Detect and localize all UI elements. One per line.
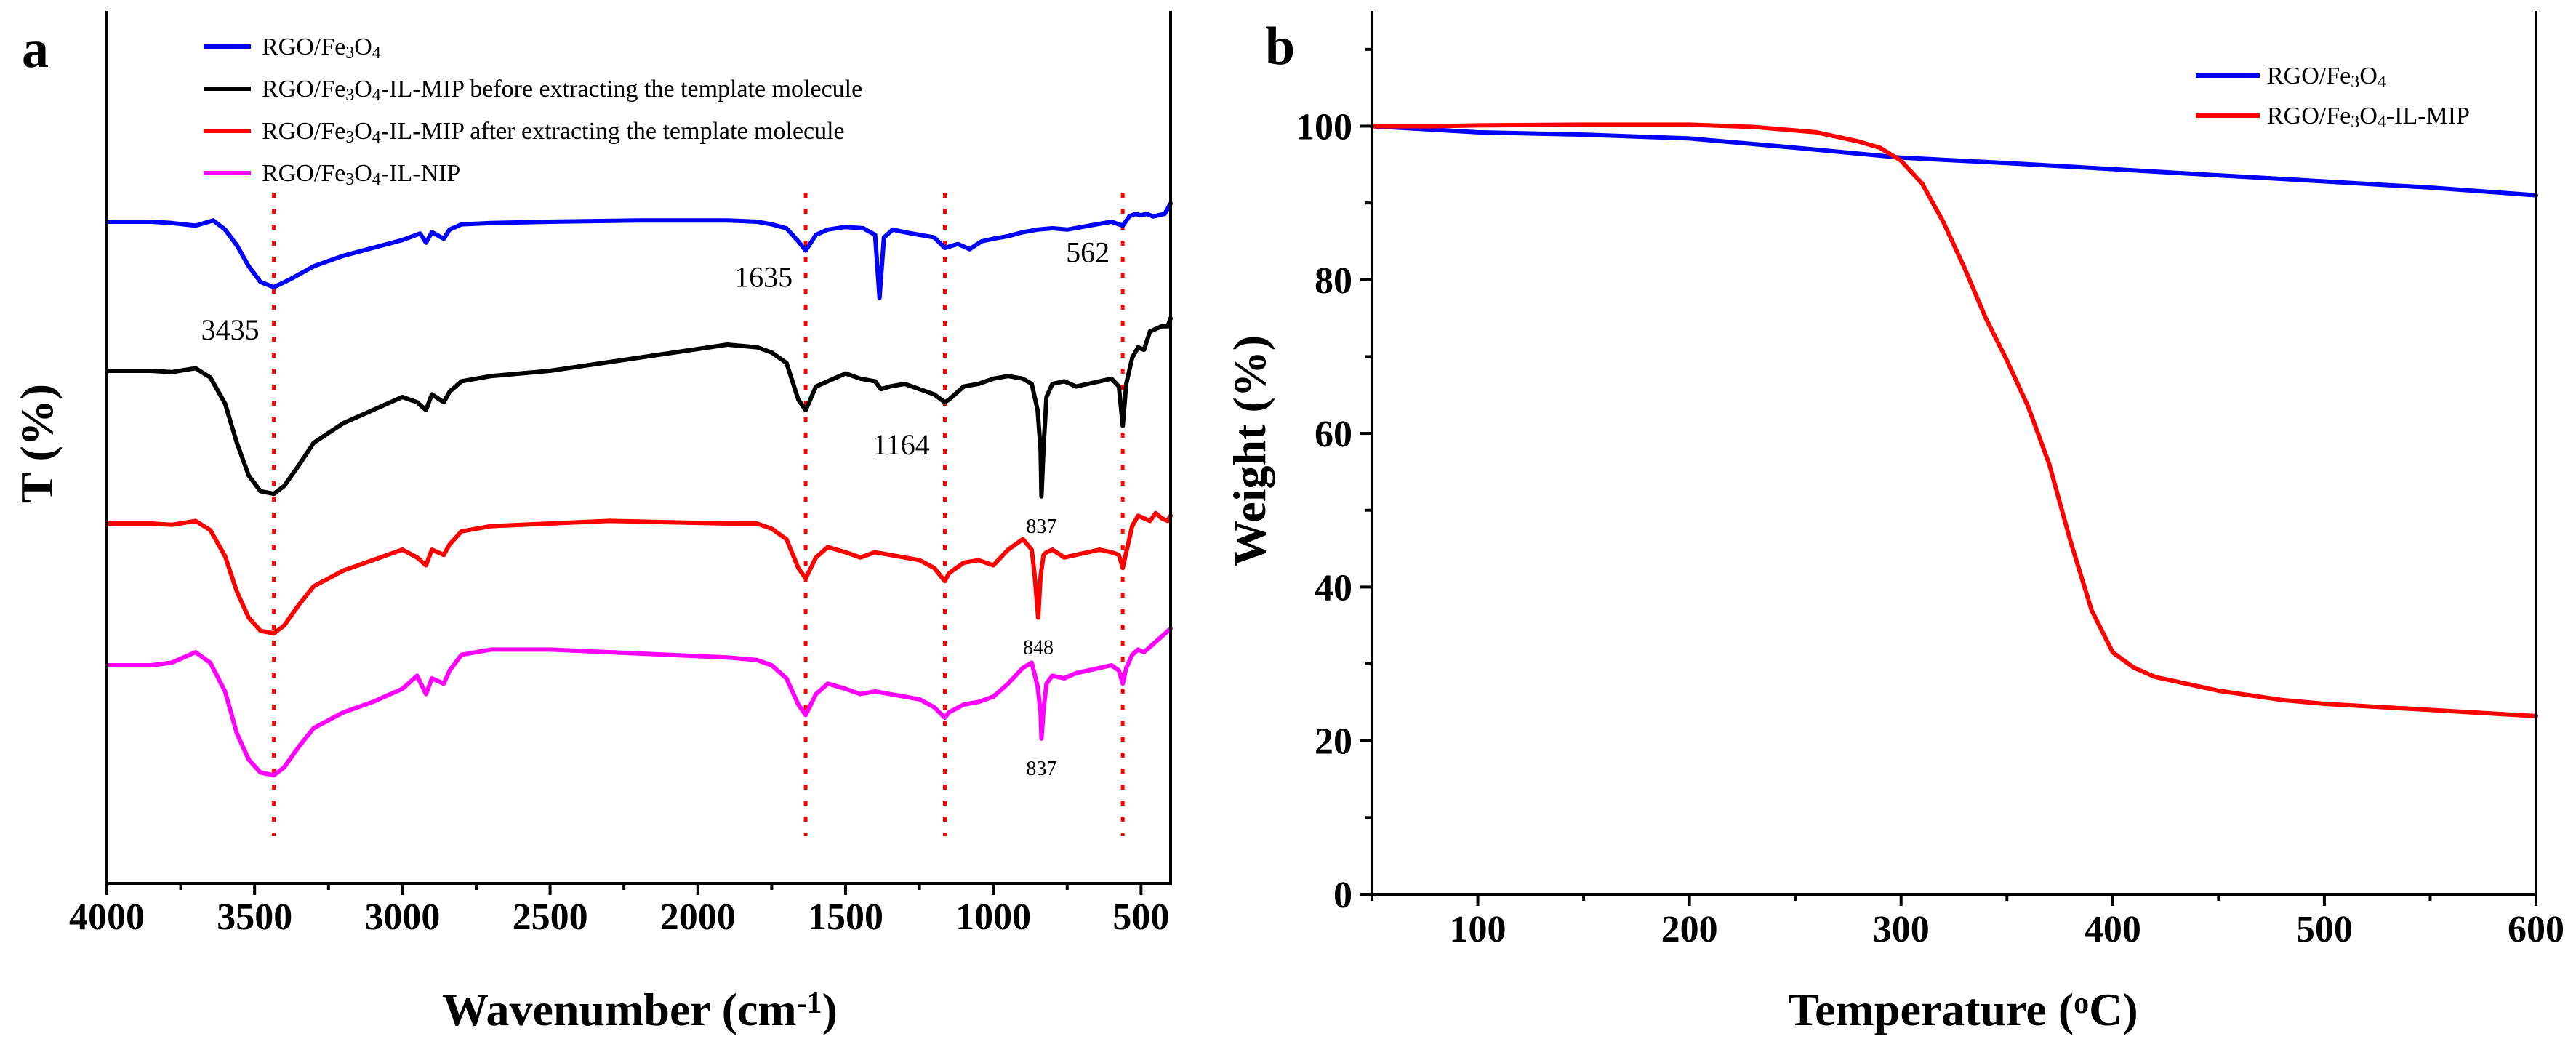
axis-frame (1371, 11, 2537, 896)
series-line-3 (105, 510, 1173, 636)
legend-label-part: 3 (345, 128, 354, 147)
x-tick-label: 3000 (364, 896, 440, 938)
legend-label-part: 4 (372, 170, 381, 189)
y-tick-label: 100 (1296, 106, 1352, 148)
x-tick-label: 1500 (808, 896, 883, 938)
x-axis-title-part: -1 (797, 987, 822, 1020)
legend-label: RGO/Fe3O4-IL-MIP after extracting the te… (262, 118, 845, 147)
legend-label-part: RGO/Fe (262, 118, 345, 145)
legend-label-part: RGO/Fe (2267, 103, 2351, 129)
panel-letter-a: a (22, 20, 49, 79)
x-tick-label: 200 (1661, 909, 1718, 950)
y-tick-label: 40 (1315, 567, 1352, 609)
x-axis-title-part: C) (2089, 984, 2138, 1035)
legend-label-part: O (354, 118, 372, 145)
peak-label: 837 (1026, 758, 1056, 780)
x-axis-title-part: Temperature ( (1788, 984, 2074, 1035)
x-tick-label: 500 (1112, 896, 1169, 938)
legend-label-part: 3 (2351, 113, 2359, 132)
y-axis-title: T (%) (11, 384, 63, 503)
legend-label-part: O (354, 33, 372, 60)
x-tick-label: 400 (2085, 909, 2141, 950)
x-tick-label: 2500 (513, 896, 588, 938)
x-axis-title-part: ) (822, 984, 838, 1035)
legend-label-part: O (354, 76, 372, 103)
legend-label-part: -IL-MIP (2386, 103, 2470, 129)
legend-label: RGO/Fe3O4-IL-MIP (2267, 103, 2470, 132)
legend-label-part: 3 (345, 44, 354, 63)
peak-label: 837 (1026, 516, 1056, 538)
x-tick-label: 600 (2508, 909, 2564, 950)
x-tick-label: 3500 (217, 896, 292, 938)
legend-label: RGO/Fe3O4-IL-NIP (262, 160, 460, 189)
legend-label-part: 4 (372, 44, 381, 63)
legend-label-part: O (354, 160, 372, 187)
x-tick-label: 2000 (660, 896, 736, 938)
x-axis-title-part: o (2074, 987, 2089, 1020)
axis-frame (105, 11, 1172, 885)
x-axis-title-part: Wavenumber (cm (442, 984, 797, 1035)
legend-label-part: O (2359, 63, 2378, 89)
legend-label-part: -IL-NIP (381, 160, 461, 187)
x-tick-label: 100 (1450, 909, 1506, 950)
legend-label-part: RGO/Fe (262, 76, 345, 103)
legend-label: RGO/Fe3O4-IL-MIP before extracting the t… (262, 76, 862, 105)
y-axis-title: Weight (%) (1224, 335, 1275, 566)
legend-label: RGO/Fe3O4 (2267, 63, 2386, 92)
legend-label-part: 3 (345, 170, 354, 189)
panel-letter-b: b (1265, 17, 1295, 76)
x-axis-title: Wavenumber (cm-1) (442, 984, 838, 1035)
peak-label: 1164 (872, 428, 930, 461)
y-tick-label: 80 (1315, 260, 1352, 302)
x-tick-label: 500 (2296, 909, 2353, 950)
y-tick-label: 60 (1315, 414, 1352, 455)
legend-label-part: 4 (2378, 73, 2386, 92)
legend-label-part: 3 (345, 86, 354, 105)
legend-label-part: 4 (372, 86, 381, 105)
peak-label: 562 (1066, 236, 1110, 268)
legend-label-part: 4 (372, 128, 381, 147)
x-tick-label: 1000 (955, 896, 1031, 938)
x-tick-label: 300 (1873, 909, 1930, 950)
legend-label-part: -IL-MIP before extracting the template m… (381, 76, 862, 103)
peak-label: 848 (1023, 637, 1054, 659)
peak-label: 1635 (734, 261, 793, 294)
legend-label-part: 4 (2378, 113, 2386, 132)
series-line-4 (105, 626, 1173, 778)
x-tick-label: 4000 (69, 896, 145, 938)
legend-label: RGO/Fe3O4 (262, 33, 381, 63)
x-axis-title: Temperature (oC) (1788, 984, 2138, 1035)
legend-label-part: RGO/Fe (262, 160, 345, 187)
peak-label: 3435 (201, 313, 260, 346)
series-line-1 (105, 201, 1173, 300)
y-tick-label: 20 (1315, 721, 1352, 763)
legend-label-part: -IL-MIP after extracting the template mo… (381, 118, 845, 145)
legend-label-part: RGO/Fe (262, 33, 345, 60)
series-line-2 (1370, 122, 2538, 718)
series-line-2 (105, 316, 1173, 499)
legend-label-part: 3 (2351, 73, 2359, 92)
series-line-1 (1370, 124, 2538, 198)
y-tick-label: 0 (1333, 875, 1352, 916)
legend-label-part: O (2359, 103, 2378, 129)
legend-label-part: RGO/Fe (2267, 63, 2351, 89)
